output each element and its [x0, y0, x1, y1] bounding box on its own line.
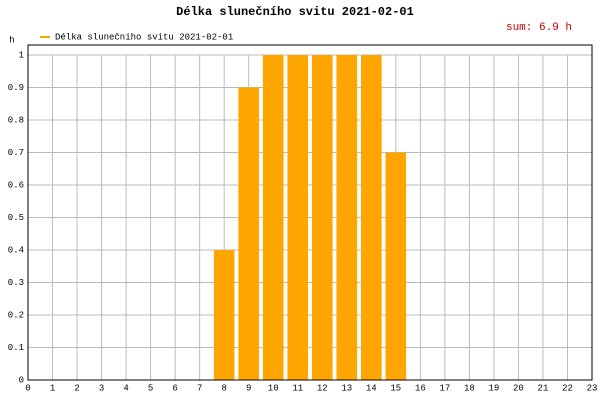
bar [213, 250, 235, 380]
bar [336, 55, 358, 380]
bar [287, 55, 309, 380]
bar [262, 55, 284, 380]
x-tick-label: 14 [366, 383, 377, 393]
x-tick-label: 16 [415, 383, 426, 393]
x-tick-label: 10 [268, 383, 279, 393]
y-tick-label: 1 [19, 50, 24, 60]
x-tick-label: 4 [123, 383, 128, 393]
x-tick-label: 18 [464, 383, 475, 393]
x-tick-label: 11 [292, 383, 303, 393]
y-tick-label: 0.9 [8, 83, 24, 93]
y-tick-label: 0.8 [8, 115, 24, 125]
x-tick-label: 12 [317, 383, 328, 393]
x-tick-label: 3 [99, 383, 104, 393]
x-tick-label: 7 [197, 383, 202, 393]
y-axis-label: h [9, 35, 14, 45]
bar [238, 87, 259, 380]
chart-title: Délka slunečního svitu 2021-02-01 [176, 5, 414, 19]
x-tick-label: 22 [562, 383, 573, 393]
x-tick-label: 15 [390, 383, 401, 393]
y-tick-label: 0.2 [8, 310, 24, 320]
x-tick-label: 2 [74, 383, 79, 393]
x-tick-label: 21 [538, 383, 549, 393]
y-tick-label: 0 [19, 375, 24, 385]
y-tick-label: 0.3 [8, 278, 24, 288]
y-tick-label: 0.4 [8, 245, 24, 255]
x-tick-label: 9 [246, 383, 251, 393]
x-tick-label: 6 [172, 383, 177, 393]
x-tick-label: 17 [439, 383, 450, 393]
bar [385, 152, 407, 380]
bar [311, 55, 333, 380]
y-tick-label: 0.5 [8, 213, 24, 223]
legend-label: Délka slunečního svitu 2021-02-01 [55, 32, 233, 42]
y-tick-label: 0.1 [8, 343, 24, 353]
x-tick-label: 20 [513, 383, 524, 393]
x-tick-label: 1 [50, 383, 55, 393]
x-tick-label: 23 [587, 383, 598, 393]
x-tick-label: 0 [25, 383, 30, 393]
y-tick-label: 0.7 [8, 148, 24, 158]
x-tick-label: 5 [148, 383, 153, 393]
x-tick-label: 8 [221, 383, 226, 393]
x-tick-label: 13 [341, 383, 352, 393]
sum-annotation: sum: 6.9 h [506, 22, 572, 34]
y-tick-label: 0.6 [8, 180, 24, 190]
plot-border [27, 44, 593, 381]
bar [361, 55, 382, 380]
x-tick-label: 19 [489, 383, 500, 393]
